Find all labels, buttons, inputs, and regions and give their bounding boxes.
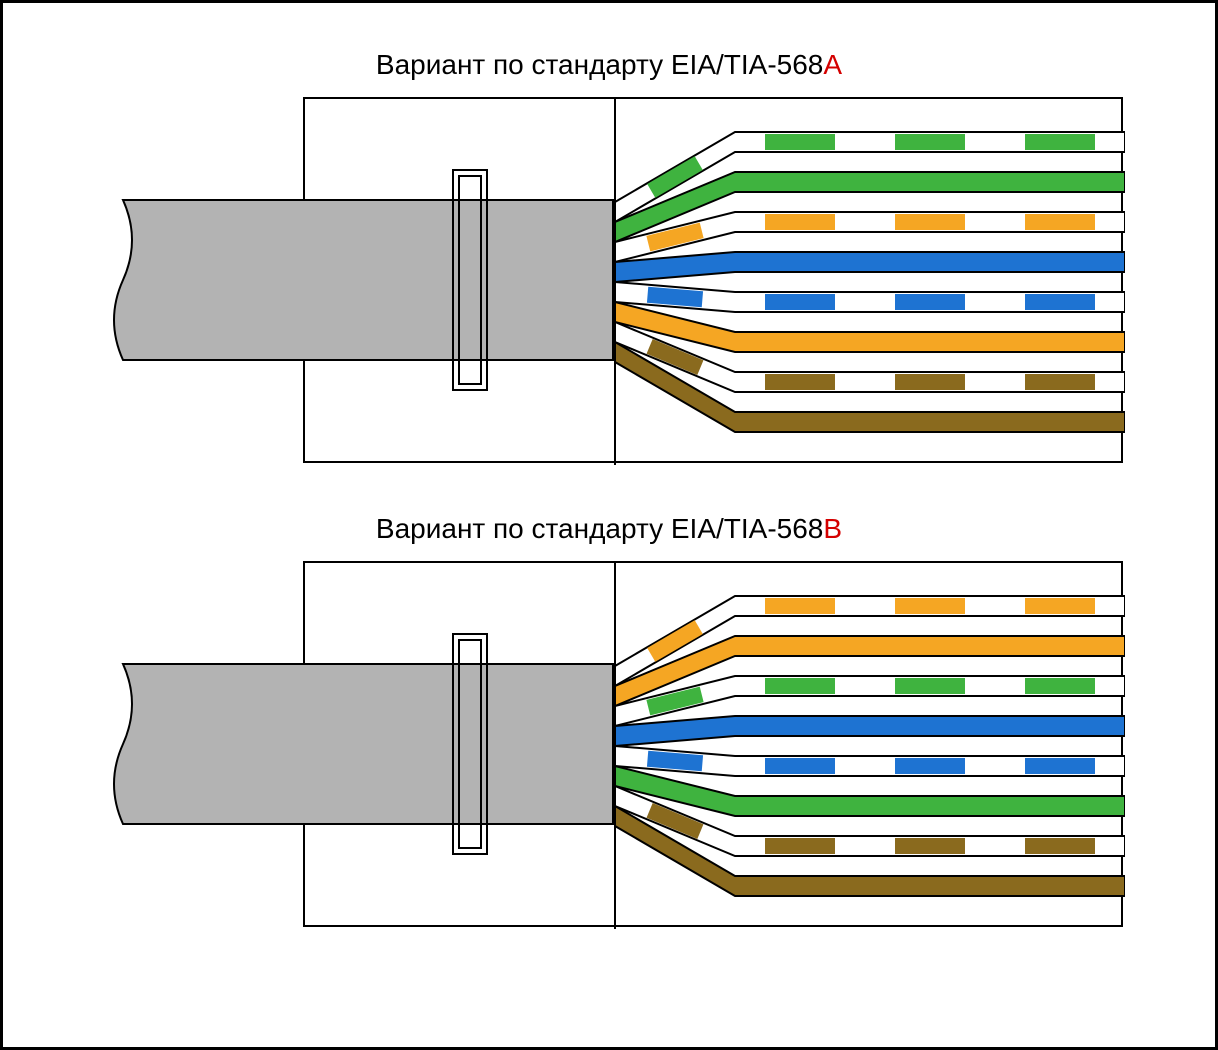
title-b-suffix: B [823, 513, 842, 544]
wire-4 [615, 252, 1125, 282]
connector-diagram-568b [303, 561, 1123, 927]
wire-4 [615, 716, 1125, 746]
connector-diagram-568a [303, 97, 1123, 463]
title-a-prefix: Вариант по стандарту EIA/TIA-568 [376, 49, 823, 80]
page-border: Вариант по стандарту EIA/TIA-568A Вариан… [0, 0, 1218, 1050]
title-a-suffix: A [823, 49, 842, 80]
title-568b: Вариант по стандарту EIA/TIA-568B [3, 513, 1215, 545]
title-568a: Вариант по стандарту EIA/TIA-568A [3, 49, 1215, 81]
title-b-prefix: Вариант по стандарту EIA/TIA-568 [376, 513, 823, 544]
